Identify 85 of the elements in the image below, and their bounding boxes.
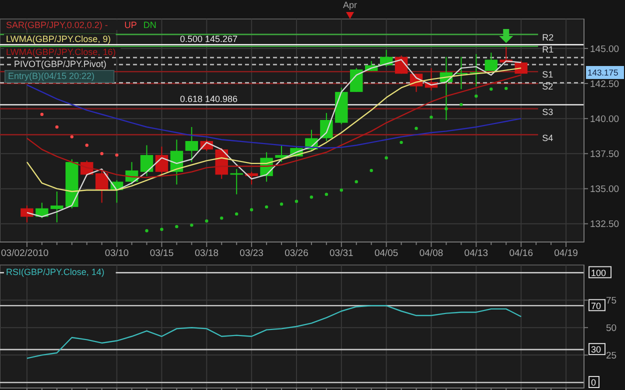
y-tick-label: 142.50 <box>590 78 620 90</box>
line-series <box>26 84 522 149</box>
ref-line-label: 0.618 140.986 <box>180 94 238 104</box>
point <box>220 216 224 220</box>
point <box>250 208 254 212</box>
y-tick-label: 137.50 <box>590 148 620 160</box>
candlestick <box>155 146 168 176</box>
point <box>175 224 178 228</box>
candlestick <box>514 60 528 74</box>
point <box>190 224 194 227</box>
x-tick-label: 03/23 <box>240 248 264 259</box>
text: RSI(GBP/JPY.Close, 14) <box>6 267 104 277</box>
y-tick-label: 135.00 <box>590 184 620 196</box>
point <box>280 202 284 206</box>
point <box>444 107 448 110</box>
point <box>400 140 403 144</box>
annotation: Entry(B)(04/15 20:22) <box>8 71 95 81</box>
x-tick-label: 04/08 <box>419 248 444 259</box>
x-tick-label: 04/16 <box>509 248 533 259</box>
point <box>324 192 328 196</box>
point <box>85 144 88 147</box>
point <box>294 200 298 203</box>
text: Apr <box>342 0 358 10</box>
text: LWMA(GBP/JPY.Close, 9) <box>6 34 111 44</box>
line-series <box>26 305 522 359</box>
candlestick <box>50 191 64 223</box>
legend-title: SAR(GBP/JPY,0.02,0.2) - <box>6 20 108 30</box>
text: UP <box>124 20 137 30</box>
ref-line-label: 0 <box>591 378 596 388</box>
y-tick-label: 132.50 <box>590 219 620 230</box>
x-tick-label: 04/05 <box>374 248 398 259</box>
candlestick <box>95 168 108 204</box>
candlestick <box>484 52 498 72</box>
text: DN <box>143 20 156 30</box>
x-tick-label: 03/31 <box>330 248 354 259</box>
point <box>264 205 268 209</box>
point <box>100 152 104 156</box>
x-tick-label: 04/19 <box>554 248 578 259</box>
ref-line-label: S3 <box>542 106 554 117</box>
ref-line-label: 100 <box>591 268 606 278</box>
y-tick-label: 25 <box>606 350 617 362</box>
point <box>234 212 238 216</box>
point <box>40 112 44 116</box>
ref-line-label: R2 <box>542 32 554 43</box>
ref-line-label: 70 <box>591 300 602 311</box>
point <box>115 153 118 157</box>
point <box>474 94 478 98</box>
x-tick-label: 04/13 <box>464 248 488 259</box>
point <box>504 86 508 90</box>
candlestick <box>140 144 154 177</box>
x-tick-label: 03/10 <box>104 248 129 259</box>
x-tick-label: 03/26 <box>284 248 308 259</box>
point <box>145 229 148 232</box>
ref-line-label: S1 <box>542 70 554 80</box>
point <box>354 180 358 184</box>
candlestick <box>350 68 363 92</box>
y-tick-label: 145.00 <box>590 44 620 55</box>
text: 143.175 <box>588 67 618 78</box>
point <box>430 116 433 119</box>
ref-line-label: R1 <box>542 44 554 54</box>
ref-line-label: 30 <box>591 344 602 355</box>
x-tick-label: 03/15 <box>150 248 174 259</box>
ref-line-label: 0.500 145.267 <box>180 34 238 44</box>
point <box>70 135 74 138</box>
y-tick-label: 140.00 <box>590 114 620 125</box>
x-tick-label: 03/18 <box>194 248 219 259</box>
ref-line-label: S4 <box>542 132 554 143</box>
candlestick <box>185 126 198 163</box>
point <box>160 228 164 231</box>
y-tick-label: 75 <box>606 295 617 306</box>
point <box>370 168 373 172</box>
point <box>384 156 388 160</box>
point <box>205 219 208 223</box>
point <box>490 88 493 91</box>
point <box>310 196 314 199</box>
candlestick <box>20 205 34 223</box>
point <box>55 125 59 129</box>
point <box>340 188 344 192</box>
text: LWMA(GBP/JPY.Close, 16) <box>6 47 116 57</box>
x-tick-label: 03/02/2010 <box>1 248 49 259</box>
y-tick-label: 50 <box>606 322 617 334</box>
annotation: PIVOT(GBP/JPY.Pivot) <box>14 59 106 69</box>
point <box>460 102 463 106</box>
ref-line-label: S2 <box>542 82 554 92</box>
point <box>414 126 418 130</box>
